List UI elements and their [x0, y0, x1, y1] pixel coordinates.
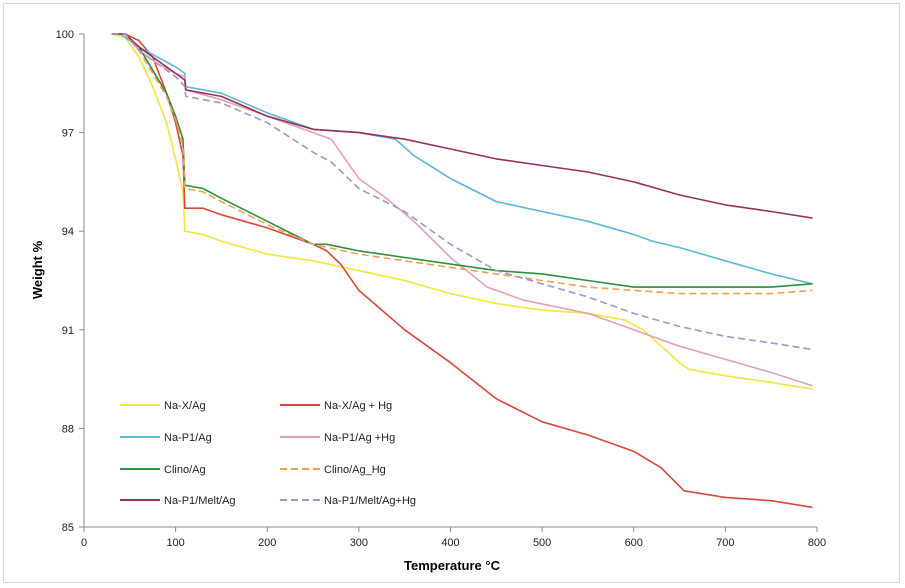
- legend-label: Clino/Ag: [164, 464, 206, 476]
- legend-label: Na-P1/Ag: [164, 432, 212, 444]
- legend-label: Na-P1/Ag +Hg: [324, 432, 395, 444]
- series-line-clino-ag: [111, 33, 813, 288]
- legend-label: Na-P1/Melt/Ag: [164, 495, 236, 507]
- series-line-na-x-ag: [111, 33, 813, 390]
- y-tick-label: 94: [62, 226, 74, 238]
- y-axis-title: Weight %: [30, 240, 45, 299]
- legend: Na-X/Ag Na-X/Ag + Hg Na-P1/Ag Na-P1/Ag +Hg C…: [120, 400, 416, 507]
- y-tick-label: 91: [62, 325, 74, 337]
- x-tick-label: 300: [350, 537, 368, 549]
- legend-label: Na-X/Ag: [164, 400, 206, 412]
- x-tick-label: 500: [533, 537, 551, 549]
- series-line-clino-ag-hg: [111, 33, 813, 295]
- y-tick-label: 97: [62, 128, 74, 140]
- legend-label: Clino/Ag_Hg: [324, 464, 386, 476]
- series-line-na-p1-melt-ag: [111, 33, 813, 219]
- y-tick-label: 88: [62, 423, 74, 435]
- series-line-na-x-ag-hg: [111, 33, 813, 509]
- x-tick-label: 600: [625, 537, 643, 549]
- series-lines: [111, 33, 813, 509]
- x-tick-label: 700: [716, 537, 734, 549]
- x-tick-label: 400: [441, 537, 459, 549]
- x-tick-label: 100: [166, 537, 184, 549]
- y-tick-label: 85: [62, 522, 74, 534]
- x-tick-label: 0: [81, 537, 87, 549]
- x-axis-title: Temperature °C: [404, 558, 501, 573]
- legend-label: Na-X/Ag + Hg: [324, 400, 392, 412]
- y-tick-label: 100: [56, 29, 74, 41]
- x-axis-ticks: 0 100 200 300 400 500 600 700 800: [81, 527, 826, 549]
- series-line-na-p1-ag: [111, 33, 813, 285]
- y-axis-ticks: 85 88 91 94 97 100: [56, 29, 84, 534]
- x-tick-label: 200: [258, 537, 276, 549]
- x-tick-label: 800: [808, 537, 826, 549]
- legend-label: Na-P1/Melt/Ag+Hg: [324, 495, 416, 507]
- series-line-na-p1-melt-ag-hg: [111, 33, 813, 351]
